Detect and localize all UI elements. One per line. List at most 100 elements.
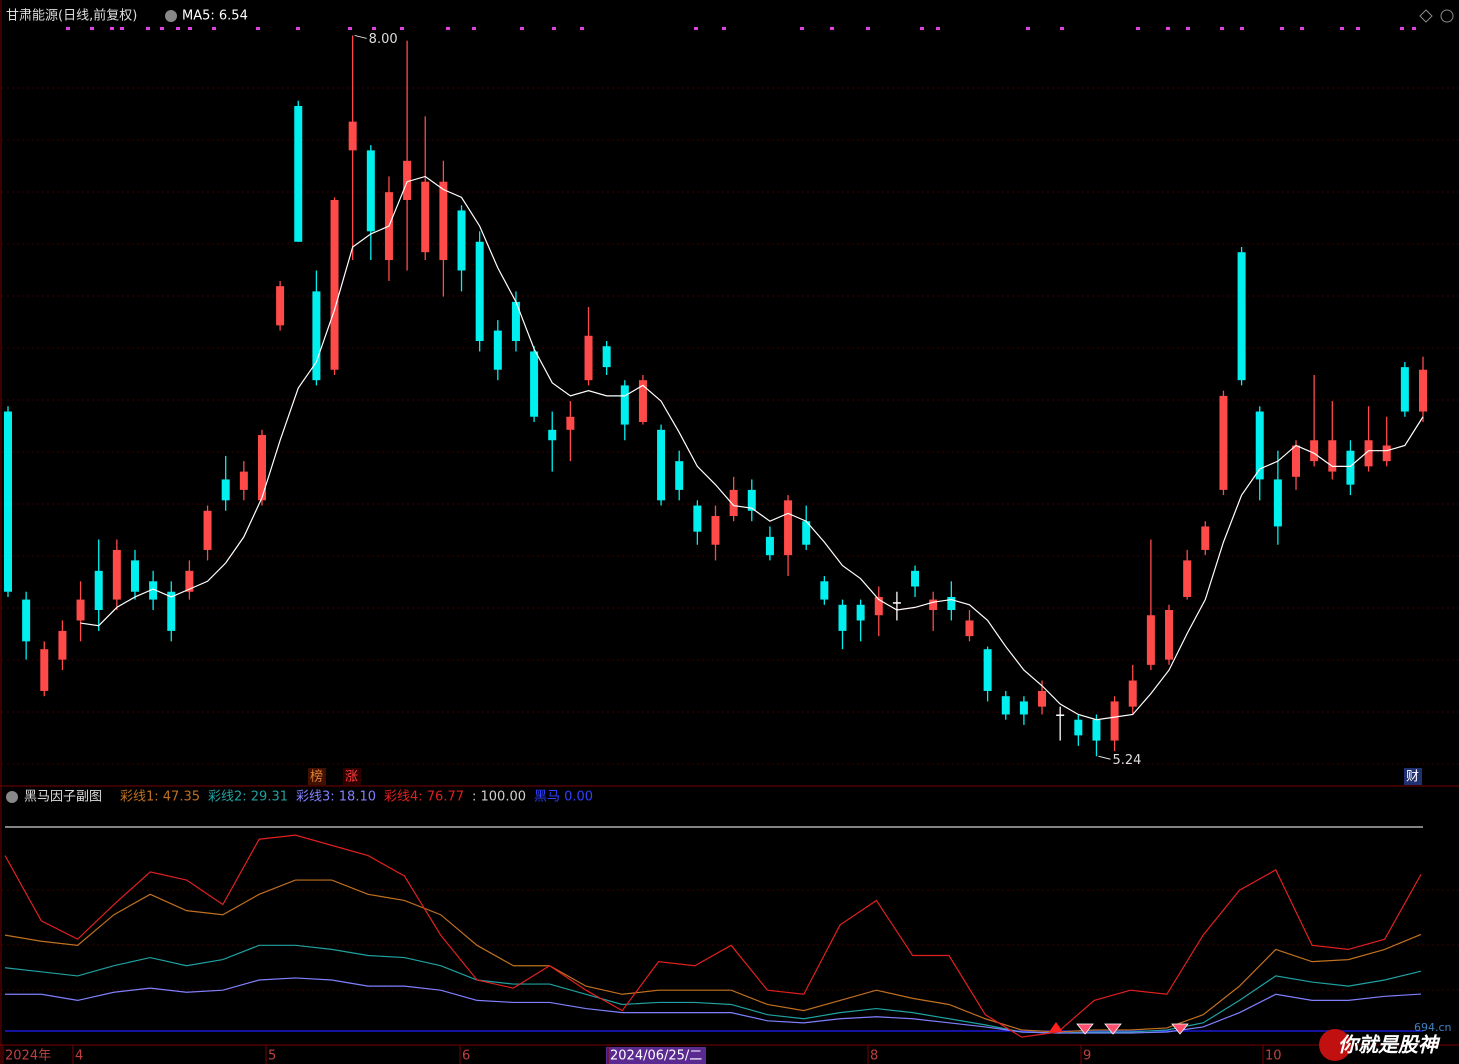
signal-dot	[296, 27, 300, 30]
candle-body	[1128, 680, 1137, 707]
signal-dot	[552, 27, 556, 30]
candle-body	[838, 604, 847, 631]
candle-body	[784, 500, 793, 556]
signal-dot	[446, 27, 450, 30]
signal-up	[1049, 1022, 1063, 1032]
indicator-line	[4, 834, 1422, 1038]
candle-body	[276, 286, 285, 326]
candle-body	[1110, 701, 1119, 741]
candle-body	[457, 210, 466, 271]
signal-dot	[1220, 27, 1224, 30]
candle-body	[584, 335, 593, 381]
ma-icon[interactable]	[165, 10, 177, 22]
candle-body	[820, 581, 829, 600]
candle-body	[167, 591, 176, 631]
chart-title: 甘肃能源(日线,前复权)	[6, 8, 137, 24]
candle-body	[747, 489, 756, 511]
candle-body	[1292, 445, 1301, 477]
candle-body	[493, 330, 502, 370]
signal-gem	[1076, 1023, 1094, 1035]
watermark-logo	[1319, 1029, 1351, 1061]
candle-body	[1364, 440, 1373, 467]
candle-body	[929, 599, 938, 611]
candle-body	[638, 380, 647, 422]
candle-body	[185, 570, 194, 592]
candle-body	[4, 411, 12, 592]
x-tick-label: 6	[462, 1049, 470, 1064]
candle-body	[1183, 560, 1192, 597]
marker-box	[1404, 768, 1422, 785]
candle-body	[149, 581, 158, 600]
signal-dot	[188, 27, 192, 30]
sub-icon[interactable]	[6, 791, 18, 803]
candle-body	[1074, 719, 1083, 736]
candle-body	[602, 346, 611, 368]
signal-dot	[800, 27, 804, 30]
candle-body	[76, 599, 85, 621]
candle-body	[1419, 369, 1427, 412]
signal-dot	[722, 27, 726, 30]
signal-dot	[1240, 27, 1244, 30]
x-tick-label: 10	[1265, 1049, 1282, 1064]
signal-dot	[256, 27, 260, 30]
indicator-line	[5, 977, 1422, 1034]
candle-body	[675, 461, 684, 490]
marker: 榜	[310, 769, 323, 785]
marker-box	[343, 768, 361, 785]
signal-dot	[472, 27, 476, 30]
candle-body	[1237, 252, 1246, 381]
candle-body	[403, 160, 412, 200]
annotation-arrow	[354, 34, 367, 39]
diamond-icon[interactable]	[1419, 9, 1433, 23]
signal-dot	[1166, 27, 1170, 30]
candle-body	[1038, 690, 1047, 707]
candle-body	[892, 602, 901, 604]
signal-dot	[1340, 27, 1344, 30]
signal-dot	[866, 27, 870, 30]
ma5-line	[80, 175, 1424, 721]
candle-body	[693, 505, 702, 532]
candle-body	[94, 570, 103, 611]
signal-dot	[176, 27, 180, 30]
candle-body	[348, 121, 357, 151]
signal-dot	[1060, 27, 1064, 30]
x-tick-label: 2024/06/25/二	[610, 1049, 702, 1064]
signal-dot	[146, 27, 150, 30]
marker: 财	[1406, 770, 1419, 785]
settings-icon[interactable]	[1440, 9, 1454, 23]
candle-body	[566, 416, 575, 430]
watermark: 694.cn	[1414, 1021, 1452, 1034]
signal-dot	[90, 27, 94, 30]
signal-dot	[580, 27, 584, 30]
candle-body	[366, 150, 375, 232]
candle-body	[1382, 445, 1391, 462]
legend-entry: 彩线2: 29.31	[208, 790, 288, 805]
ma-label: MA5: 6.54	[182, 9, 248, 24]
candle-body	[257, 435, 266, 501]
candle-body	[1273, 479, 1282, 527]
candle-body	[22, 599, 31, 642]
signal-dot	[1280, 27, 1284, 30]
candle-body	[765, 536, 774, 556]
signal-dot	[1356, 27, 1360, 30]
candle-body	[475, 241, 484, 342]
candle-body	[965, 620, 974, 637]
signal-dot	[1136, 27, 1140, 30]
x-tick-label: 8	[870, 1049, 878, 1064]
candle-body	[1255, 411, 1264, 480]
signal-dot	[1026, 27, 1030, 30]
legend-entry: 彩线1: 47.35	[120, 790, 200, 805]
candle-body	[1165, 610, 1174, 660]
candle-body	[130, 560, 139, 592]
signal-dot	[348, 27, 352, 30]
date-highlight	[606, 1047, 706, 1064]
signal-dot	[1186, 27, 1190, 30]
signal-dot	[920, 27, 924, 30]
candle-body	[421, 181, 430, 253]
annotation-arrow	[1098, 755, 1111, 760]
legend-entry: : 100.00	[472, 790, 526, 805]
annotation-label: 8.00	[369, 32, 398, 47]
signal-dot	[110, 27, 114, 30]
